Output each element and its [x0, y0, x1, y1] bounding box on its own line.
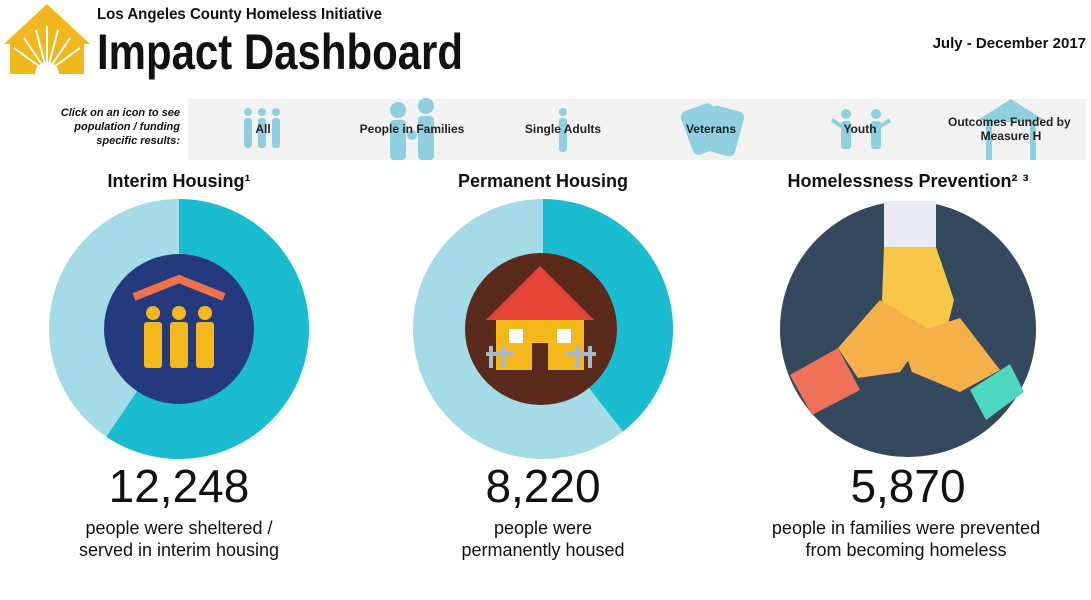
caption-line: people were [494, 518, 592, 538]
caption-line: permanently housed [461, 540, 624, 560]
card-title: Permanent Housing [458, 171, 628, 191]
icon [390, 98, 434, 160]
prompt-line: population / funding [73, 121, 180, 133]
period: July - December 2017 [933, 35, 1086, 52]
caption-line: served in interim housing [79, 540, 279, 560]
tab-label: People in Families [360, 122, 465, 136]
tab-label: Youth [843, 122, 876, 136]
card-permanent: Permanent Housing 8,220 people were perm… [413, 171, 674, 560]
icon [559, 108, 567, 152]
metric-value: 12,248 [109, 460, 250, 512]
icon [244, 108, 280, 148]
card-title: Homelessness Prevention² ³ [787, 171, 1028, 191]
tab-label: Veterans [686, 122, 736, 136]
dashboard-title: Impact Dashboard [97, 24, 463, 80]
card-title: Interim Housing¹ [108, 171, 251, 191]
tab-label: Single Adults [525, 122, 602, 136]
icon [831, 109, 891, 149]
tab-measure-h[interactable]: Outcomes Funded by Measure H [948, 99, 1074, 160]
prompt-line: specific results: [96, 135, 180, 147]
tab-all[interactable]: All [244, 108, 280, 148]
filter-bar [188, 99, 1086, 160]
icon [680, 103, 745, 157]
filter-prompt: Click on an icon to see population / fun… [61, 107, 181, 147]
metric-value: 8,220 [485, 460, 600, 512]
icon-permanent [465, 253, 617, 405]
tab-label-text: Measure H [981, 129, 1042, 143]
tab-veterans[interactable]: Veterans [679, 102, 745, 158]
tab-single-adults[interactable]: Single Adults [525, 108, 602, 152]
card-prevention: Homelessness Prevention² ³ 5,870 people … [772, 171, 1040, 560]
tab-label: Outcomes Funded by Measure H [948, 115, 1074, 143]
metric-value: 5,870 [850, 460, 965, 512]
caption-line: from becoming homeless [805, 540, 1006, 560]
card-interim: Interim Housing¹ 12,248 people were shel… [49, 171, 309, 560]
tab-label-text: Outcomes Funded by [948, 115, 1071, 129]
tab-label: All [255, 122, 270, 136]
icon-interim [104, 254, 254, 404]
icon-prevention [780, 201, 1036, 457]
icon [978, 99, 1044, 160]
tab-youth[interactable]: Youth [831, 109, 891, 149]
caption-line: people were sheltered / [85, 518, 272, 538]
logo [4, 4, 90, 86]
prompt-line: Click on an icon to see [61, 107, 180, 119]
caption-line: people in families were prevented [772, 518, 1040, 538]
org-name: Los Angeles County Homeless Initiative [97, 6, 382, 23]
tab-families[interactable]: People in Families [360, 98, 465, 160]
